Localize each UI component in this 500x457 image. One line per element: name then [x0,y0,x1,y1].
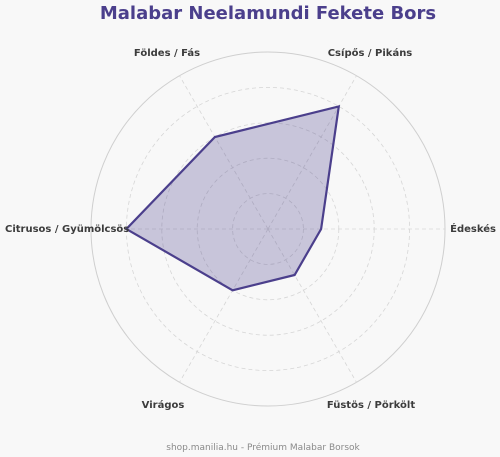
axis-label: Csípős / Pikáns [328,47,413,59]
chart-title: Malabar Neelamundi Fekete Bors [100,3,436,24]
radar-series [124,104,341,292]
series-area [124,104,341,292]
footer-text: shop.manilia.hu - Prémium Malabar Borsok [166,442,360,453]
grid-spoke [267,75,357,230]
axis-label: Virágos [142,399,185,411]
axis-label: Citrusos / Gyümölcsös [5,224,129,235]
grid-spoke [179,75,269,230]
axis-labels: Csípős / Pikáns Édeskés Füstös / Pörkölt Vi… [5,47,496,411]
axis-label: Füstös / Pörkölt [327,400,415,411]
grid-spoke [179,228,269,383]
grid-spoke [267,228,357,383]
axis-label: Földes / Fás [134,47,200,59]
axis-label: Édeskés [450,222,496,235]
